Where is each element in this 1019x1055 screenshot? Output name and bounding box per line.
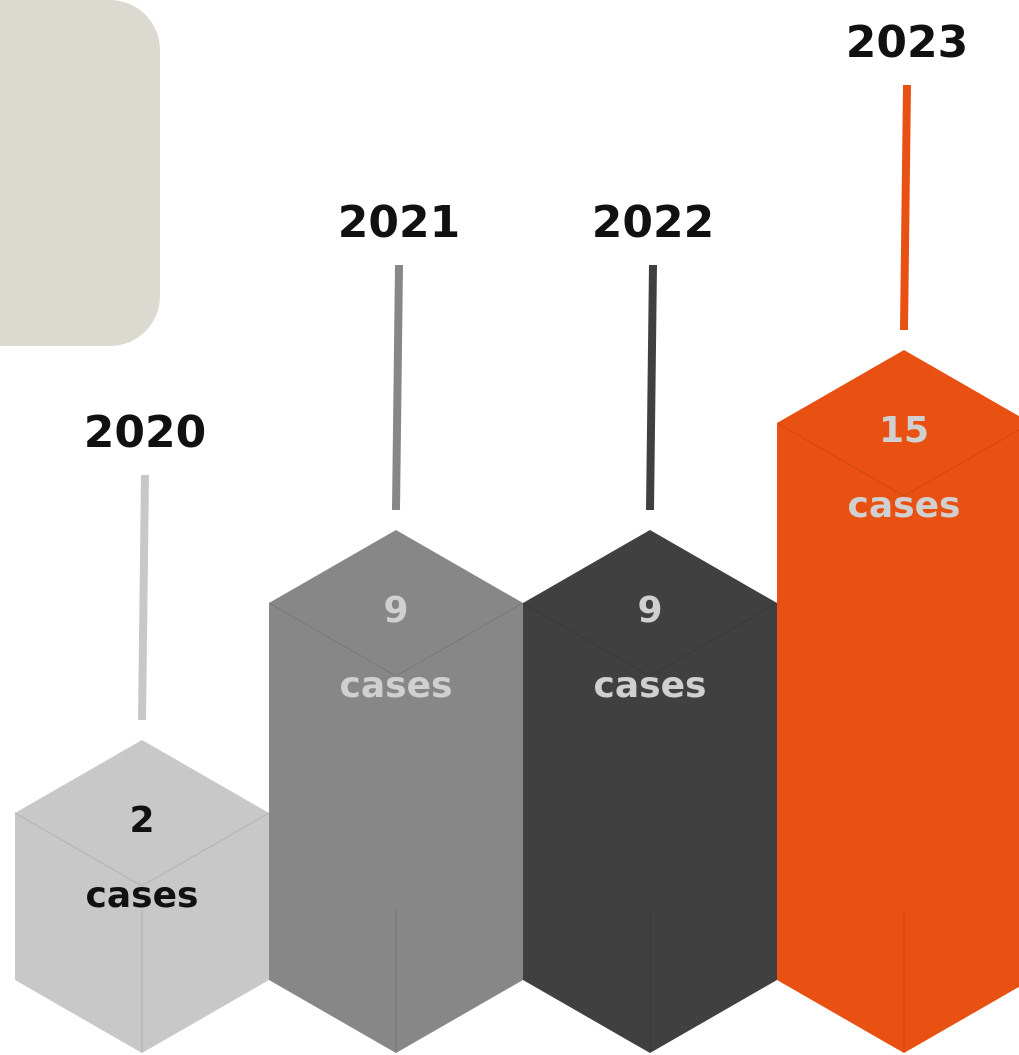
year-label: 2021: [338, 197, 460, 248]
value-label: 9: [637, 590, 662, 631]
column-edge: [14, 812, 270, 1053]
column-edge: [776, 422, 1019, 1053]
column: [523, 530, 777, 1053]
year-label: 2020: [84, 407, 206, 458]
value-suffix: cases: [848, 485, 961, 526]
column-edge: [268, 602, 524, 1053]
leader-line: [138, 474, 149, 721]
column: [269, 530, 523, 1053]
value-suffix: cases: [340, 665, 453, 706]
year-label: 2022: [592, 197, 714, 248]
value-suffix: cases: [594, 665, 707, 706]
year-label: 2023: [846, 17, 968, 68]
value-label: 9: [383, 590, 408, 631]
leader-line: [900, 84, 911, 331]
value-suffix: cases: [86, 875, 199, 916]
decorative-panel: [0, 0, 160, 346]
leader-line: [392, 264, 403, 511]
leader-line: [646, 264, 657, 511]
column-edge: [522, 602, 778, 1053]
column: [777, 350, 1019, 1053]
value-label: 2: [129, 800, 154, 841]
value-label: 15: [879, 410, 929, 451]
column: [15, 740, 269, 1053]
